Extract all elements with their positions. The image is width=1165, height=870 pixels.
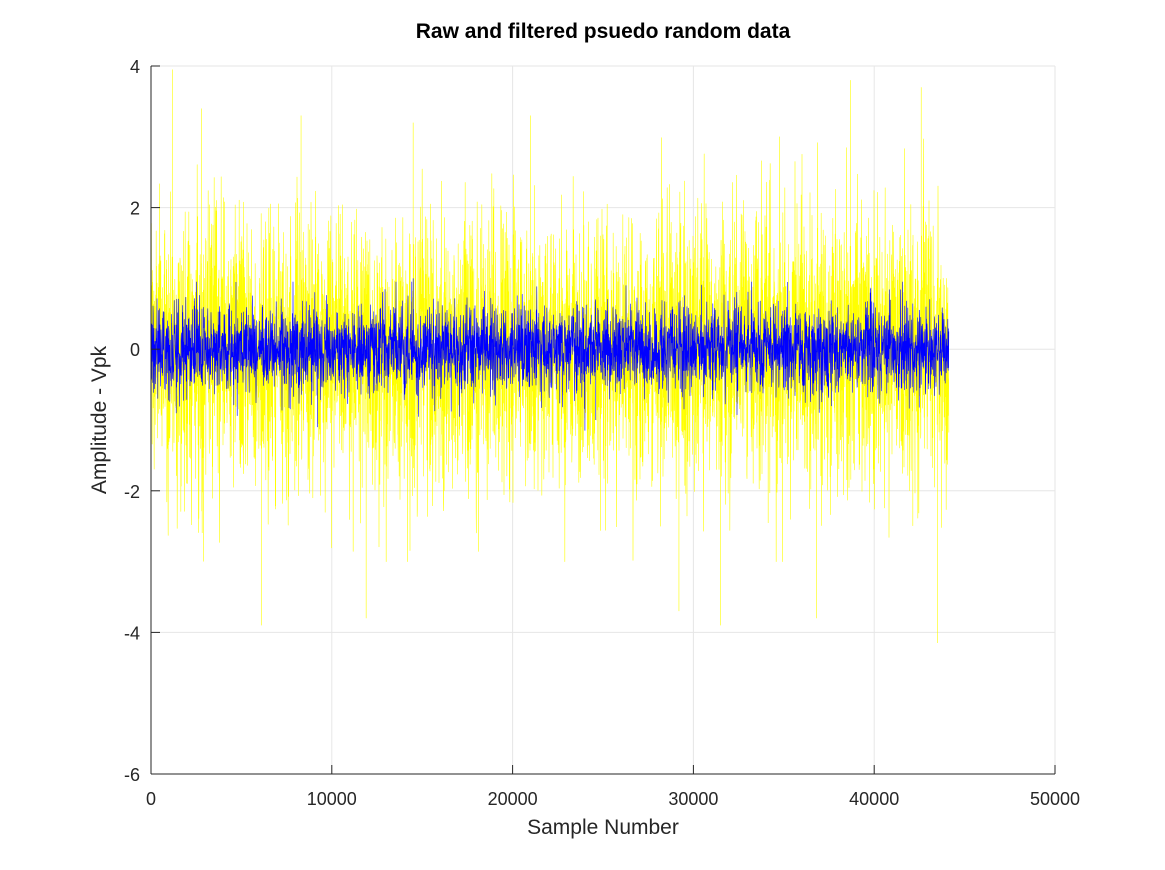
tick-labels: 0 10000 20000 30000 40000 50000 -6 -4 -2 0 2 4 <box>124 57 1080 809</box>
y-tick-label: -6 <box>124 765 140 785</box>
y-tick-label: 2 <box>130 199 140 219</box>
x-tick-label: 30000 <box>668 789 718 809</box>
y-tick-label: -2 <box>124 482 140 502</box>
x-axis-label: Sample Number <box>527 816 679 839</box>
x-tick-label: 50000 <box>1030 789 1080 809</box>
plot-area <box>150 69 950 644</box>
series-raw-line <box>150 69 950 644</box>
chart-title: Raw and filtered psuedo random data <box>416 20 791 43</box>
y-axis-label: Amplitude - Vpk <box>88 345 111 494</box>
x-tick-label: 20000 <box>488 789 538 809</box>
y-tick-label: -4 <box>124 623 140 643</box>
series-filtered-line <box>150 278 950 431</box>
x-tick-label: 10000 <box>307 789 357 809</box>
x-tick-label: 40000 <box>849 789 899 809</box>
y-tick-label: 4 <box>130 57 140 77</box>
x-tick-label: 0 <box>146 789 156 809</box>
y-tick-label: 0 <box>130 340 140 360</box>
axes <box>150 65 1056 775</box>
